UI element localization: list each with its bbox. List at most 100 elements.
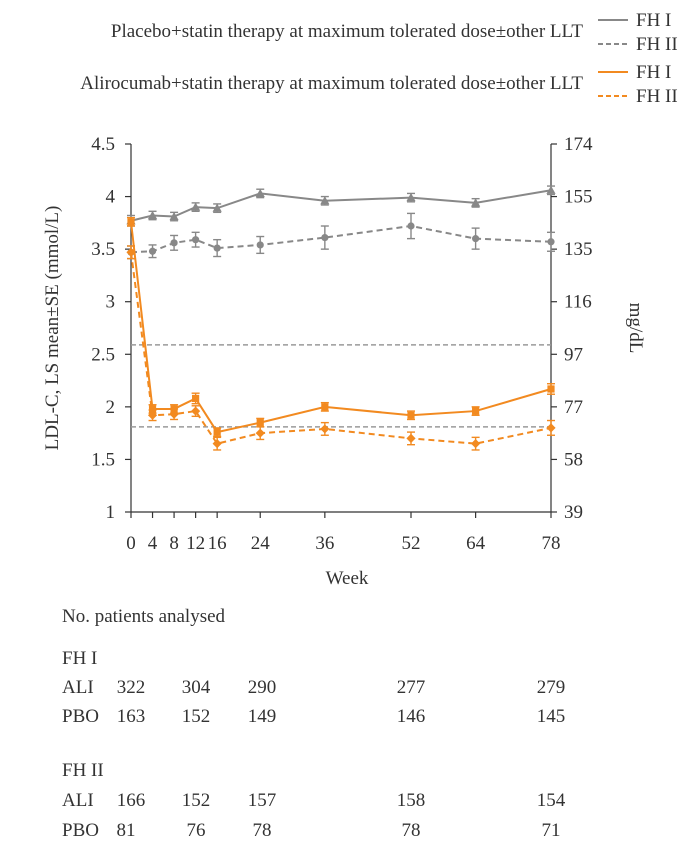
legend-alirocumab-fh1-label: FH I (636, 62, 671, 83)
data-point (407, 411, 415, 419)
y2-tick-label: 97 (564, 344, 583, 365)
legend-alirocumab-fh2-label: FH II (636, 86, 678, 107)
legend-placebo-fh1-label: FH I (636, 10, 671, 31)
reference-lines (131, 344, 551, 428)
y2-tick-label: 77 (564, 397, 583, 418)
data-point (320, 196, 330, 205)
cell-fh1-ali-0: 322 (116, 677, 146, 698)
data-point (192, 394, 200, 403)
y-tick-label: 2.5 (91, 344, 115, 365)
data-point (147, 410, 158, 420)
data-point (148, 405, 157, 413)
legend-placebo-fh2-label: FH II (636, 34, 678, 55)
y2-axis-title: mg/dL (625, 303, 646, 354)
cell-fh2-ali-1: 152 (181, 790, 211, 811)
data-point (546, 423, 556, 433)
row-arm-fh1-pbo: PBO (62, 706, 99, 727)
ldl-chart: Placebo+statin therapy at maximum tolera… (42, 10, 678, 589)
y-tick-label: 4 (106, 187, 116, 208)
data-point (406, 193, 416, 202)
y2-tick-label: 58 (564, 449, 583, 470)
y-tick-label: 3 (106, 292, 116, 313)
data-point (472, 235, 480, 243)
cell-fh2-ali-4: 154 (536, 790, 566, 811)
cell-fh2-ali-2: 157 (247, 790, 277, 811)
data-point (407, 222, 415, 230)
series-line (130, 221, 552, 434)
data-point (255, 428, 265, 438)
data-point (472, 407, 480, 415)
x-tick-label: 24 (251, 533, 271, 554)
cell-fh1-pbo-1: 152 (181, 706, 211, 727)
data-point (213, 428, 221, 436)
data-point (320, 424, 330, 434)
y-axis-title: LDL-C, LS mean±SE (mmol/L) (42, 206, 63, 451)
row-arm-fh2-ali: ALI (62, 790, 94, 811)
data-point (169, 409, 179, 419)
y-tick-label: 1 (106, 502, 116, 523)
cell-fh2-pbo-4: 71 (541, 820, 561, 841)
cell-fh1-pbo-3: 146 (396, 706, 426, 727)
data-point (170, 239, 178, 247)
group-label-fh1: FH I (62, 648, 98, 669)
data-point (191, 202, 201, 211)
cell-fh2-ali-3: 158 (396, 790, 426, 811)
cell-fh2-pbo-1: 76 (186, 820, 206, 841)
y-tick-label: 4.5 (91, 134, 115, 155)
row-arm-fh1-ali: ALI (62, 677, 94, 698)
data-point (406, 433, 416, 443)
data-point (169, 211, 179, 221)
legend: Placebo+statin therapy at maximum tolera… (80, 10, 677, 107)
data-point (256, 241, 264, 249)
cell-fh1-ali-3: 277 (396, 677, 426, 698)
y2-tick-label: 135 (564, 239, 593, 260)
series-placebo-fh-i (126, 185, 556, 227)
data-point (547, 385, 555, 393)
data-point (148, 247, 157, 255)
data-point (127, 218, 135, 226)
data-point (255, 188, 265, 198)
series-line (130, 189, 552, 222)
data-point (321, 403, 329, 411)
data-point (547, 238, 555, 246)
cell-fh1-pbo-0: 163 (116, 706, 146, 727)
data-point (191, 406, 201, 416)
y2-tick-label: 174 (564, 134, 593, 155)
y-tick-label: 3.5 (91, 239, 115, 260)
axes (125, 143, 557, 518)
legend-alirocumab-label: Alirocumab+statin therapy at maximum tol… (80, 73, 583, 94)
legend-placebo-label: Placebo+statin therapy at maximum tolera… (111, 21, 583, 42)
cell-fh1-ali-4: 279 (536, 677, 566, 698)
data-point (471, 198, 481, 207)
x-tick-label: 52 (402, 533, 421, 554)
series-placebo-fh-ii (127, 212, 555, 260)
x-tick-label: 16 (208, 533, 227, 554)
y2-tick-label: 116 (564, 292, 592, 313)
group-label-fh2: FH II (62, 760, 104, 781)
series-line (130, 224, 552, 254)
row-arm-fh2-pbo: PBO (62, 820, 99, 841)
cell-fh2-pbo-2: 78 (252, 820, 272, 841)
cell-fh2-pbo-3: 78 (401, 820, 421, 841)
y-tick-label: 2 (106, 397, 116, 418)
cell-fh2-ali-0: 166 (116, 790, 146, 811)
data-point (126, 247, 136, 257)
y2-tick-label: 155 (564, 187, 593, 208)
x-tick-label: 0 (126, 533, 136, 554)
cell-fh2-pbo-0: 81 (116, 820, 136, 841)
x-axis-title: Week (326, 568, 369, 589)
data-point (212, 203, 222, 212)
cell-fh1-ali-1: 304 (181, 677, 211, 698)
x-tick-label: 78 (542, 533, 561, 554)
cell-fh1-ali-2: 290 (247, 677, 277, 698)
data-point (147, 210, 158, 220)
data-point (212, 439, 222, 449)
cell-fh1-pbo-4: 145 (536, 706, 566, 727)
data-point (192, 236, 200, 244)
x-tick-label: 12 (186, 533, 205, 554)
data-point (321, 233, 329, 242)
data-point (213, 244, 221, 252)
data-point (256, 419, 264, 427)
x-tick-label: 8 (169, 533, 179, 554)
